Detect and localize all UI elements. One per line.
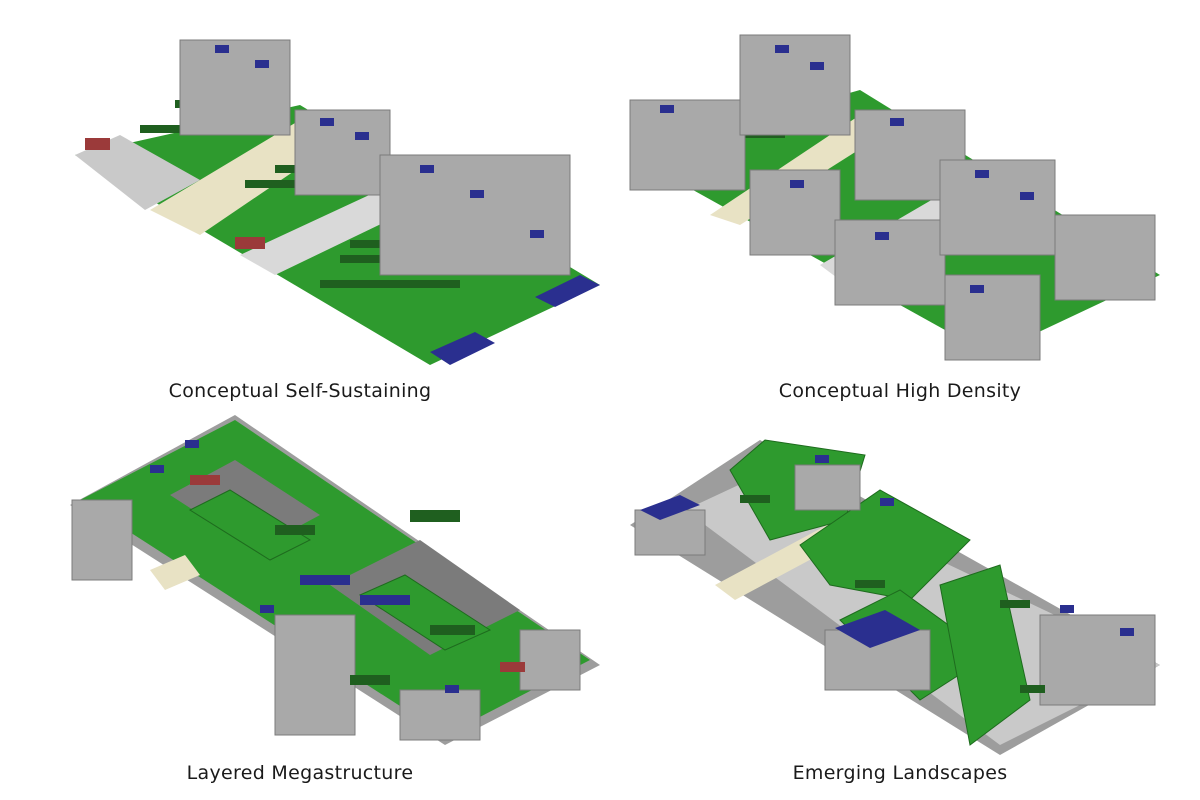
tower-cluster [179, 39, 571, 276]
layered-megastructure-model-illustration [70, 415, 600, 745]
caption-self-sustaining: Conceptual Self-Sustaining [168, 380, 432, 402]
solar-panels [660, 45, 1034, 293]
caption-layered-megastructure: Layered Megastructure [186, 762, 414, 784]
caption-emerging-landscapes: Emerging Landscapes [792, 762, 1008, 784]
tower-modules [634, 464, 1156, 706]
solar-panels [215, 45, 600, 365]
red-roof [235, 237, 265, 249]
tree-clusters [275, 510, 475, 685]
solar-panels [640, 455, 1134, 648]
high-density-model-illustration [629, 34, 1160, 361]
panel-emerging-landscapes: Emerging Landscapes [600, 400, 1200, 800]
panel-high-density: Conceptual High Density [600, 0, 1200, 402]
red-roofs [190, 475, 525, 672]
red-roof [85, 138, 110, 150]
panel-layered-megastructure: Layered Megastructure [0, 400, 600, 800]
self-sustaining-model-illustration [75, 39, 600, 365]
caption-high-density: Conceptual High Density [778, 380, 1022, 402]
plaza-strip [150, 555, 200, 590]
tree-clusters [740, 495, 1045, 693]
solar-panels [150, 440, 459, 693]
tower-modules [71, 499, 581, 741]
panel-self-sustaining: Conceptual Self-Sustaining [0, 0, 600, 402]
emerging-landscapes-model-illustration [630, 439, 1160, 755]
paved-street [240, 190, 410, 275]
plaza-strip [150, 120, 340, 235]
lot-grey [75, 135, 200, 210]
